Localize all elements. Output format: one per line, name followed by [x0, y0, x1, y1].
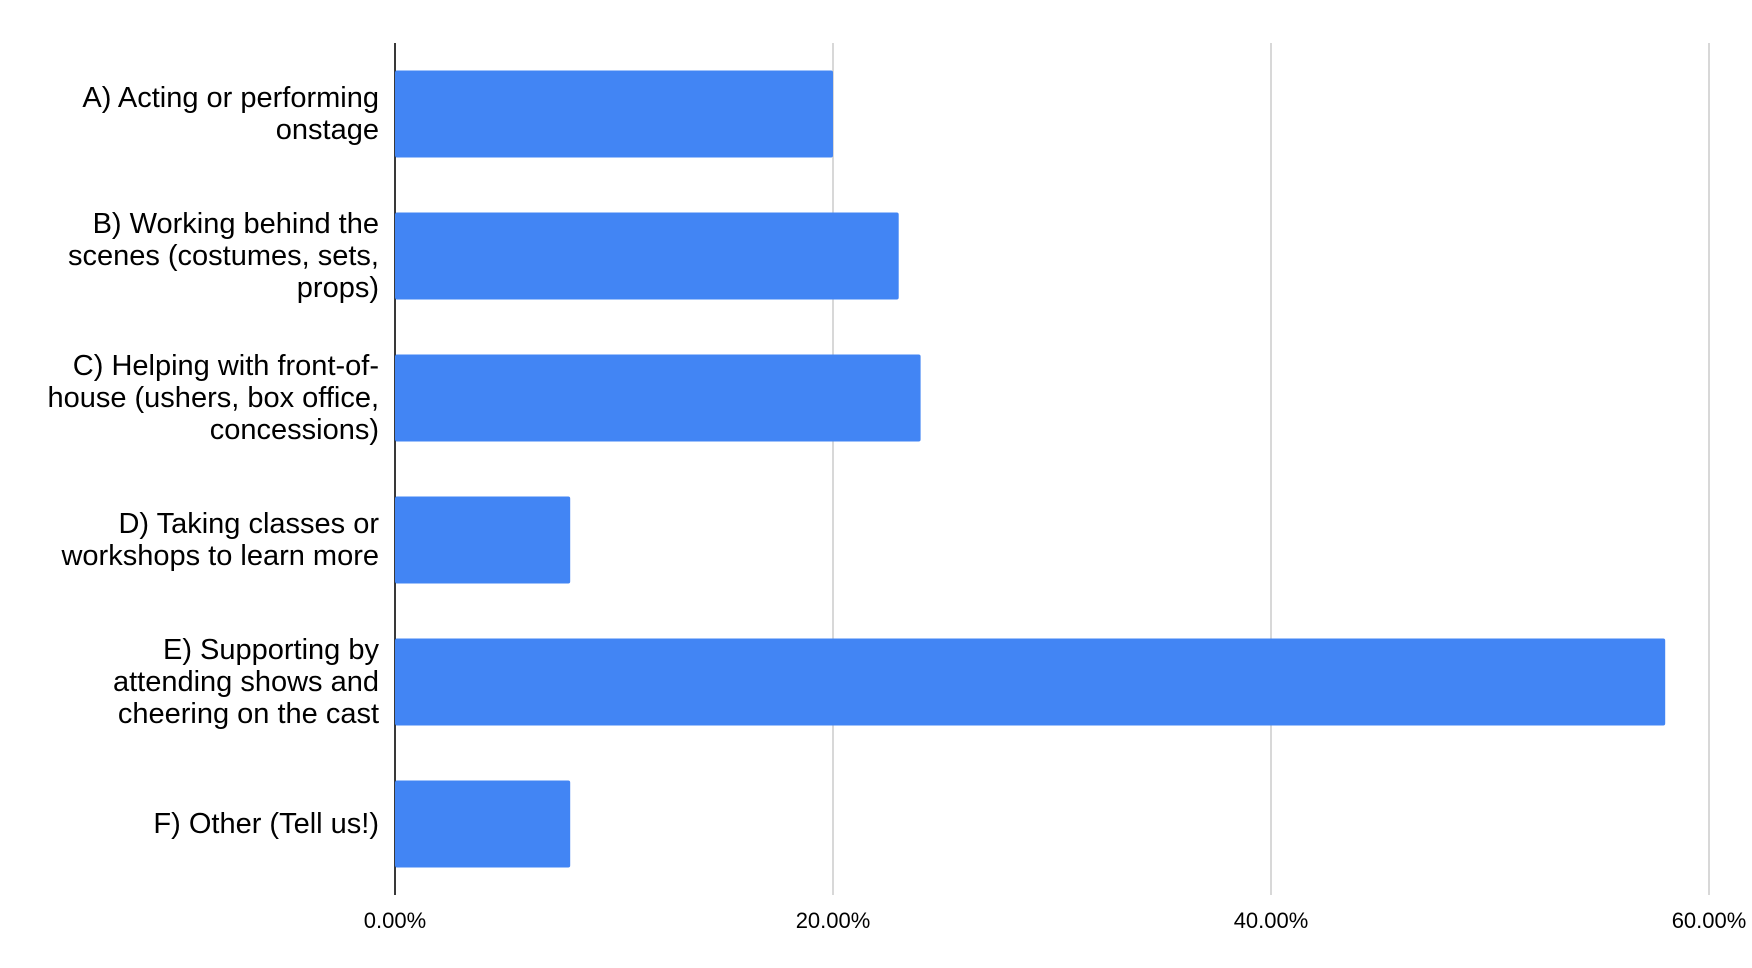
bar [395, 780, 571, 868]
category-label: A) Acting or performing onstage [82, 82, 379, 146]
category-label: E) Supporting by attending shows and che… [112, 634, 379, 730]
x-tick-label: 40.00% [1234, 908, 1309, 933]
bar [395, 496, 571, 584]
x-tick-label: 60.00% [1672, 908, 1747, 933]
bar [395, 212, 899, 300]
x-tick-label: 20.00% [796, 908, 871, 933]
category-label: F) Other (Tell us!) [153, 808, 379, 840]
bar [395, 70, 833, 158]
category-label: C) Helping with front-of-house (ushers, … [47, 350, 379, 446]
category-label: D) Taking classes or workshops to learn … [61, 508, 379, 572]
category-label: B) Working behind the scenes (costumes, … [67, 208, 379, 304]
bar [395, 354, 921, 442]
x-tick-label: 0.00% [364, 908, 426, 933]
bar [395, 638, 1666, 726]
